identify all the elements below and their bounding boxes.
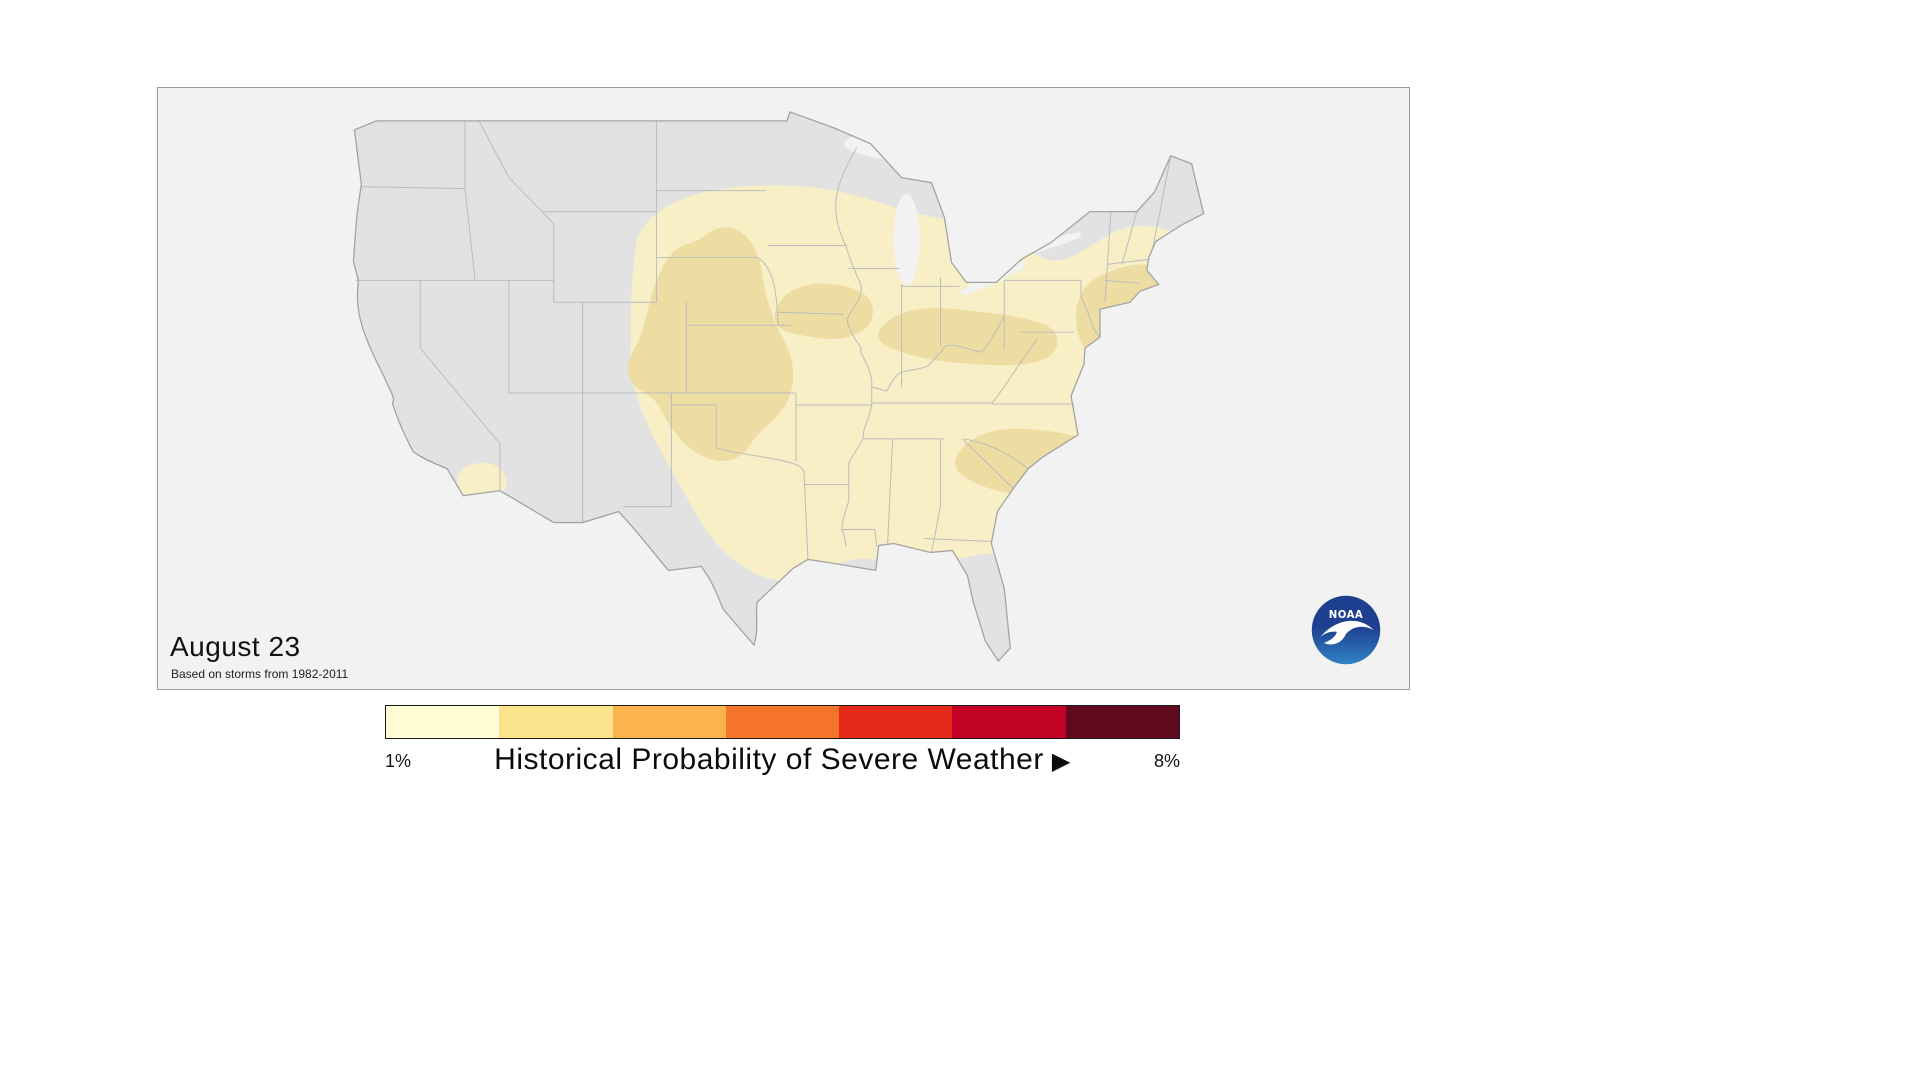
lake-huron	[949, 187, 1002, 238]
legend-title-text: Historical Probability of Severe Weather	[494, 743, 1044, 776]
noaa-logo: NOAA	[1311, 595, 1381, 665]
map-source-note: Based on storms from 1982-2011	[171, 667, 349, 681]
probability-region-low-arizona	[457, 462, 507, 503]
legend-min-label: 1%	[385, 751, 412, 771]
play-arrow-icon[interactable]: ▶	[1051, 748, 1071, 775]
probability-region-mid-midwest	[878, 307, 1058, 366]
legend-swatch	[839, 706, 953, 738]
probability-region-mid-plains	[628, 227, 794, 462]
legend-swatch	[1065, 706, 1179, 738]
state-borders	[355, 120, 1172, 560]
legend-row: 1% Historical Probability of Severe Weat…	[385, 743, 1180, 777]
map-date-label: August 23	[170, 631, 301, 662]
lake-michigan	[893, 193, 920, 286]
legend-title[interactable]: Historical Probability of Severe Weather…	[494, 743, 1071, 777]
legend-swatch	[725, 706, 840, 738]
severe-weather-map-panel: August 23 Based on storms from 1982-2011…	[157, 87, 1410, 690]
lake-superior	[844, 130, 952, 168]
legend-max-label: 8%	[1153, 751, 1180, 771]
legend-swatch	[386, 706, 500, 738]
noaa-logo-text: NOAA	[1329, 610, 1363, 621]
lake-ontario	[1031, 232, 1082, 253]
legend: 1% Historical Probability of Severe Weat…	[385, 705, 1180, 777]
legend-colorbar	[385, 705, 1180, 739]
us-probability-map	[352, 111, 1205, 662]
legend-swatch	[499, 706, 613, 738]
noaa-seagull-icon	[1320, 620, 1374, 645]
legend-swatch	[612, 706, 726, 738]
legend-swatch	[952, 706, 1066, 738]
